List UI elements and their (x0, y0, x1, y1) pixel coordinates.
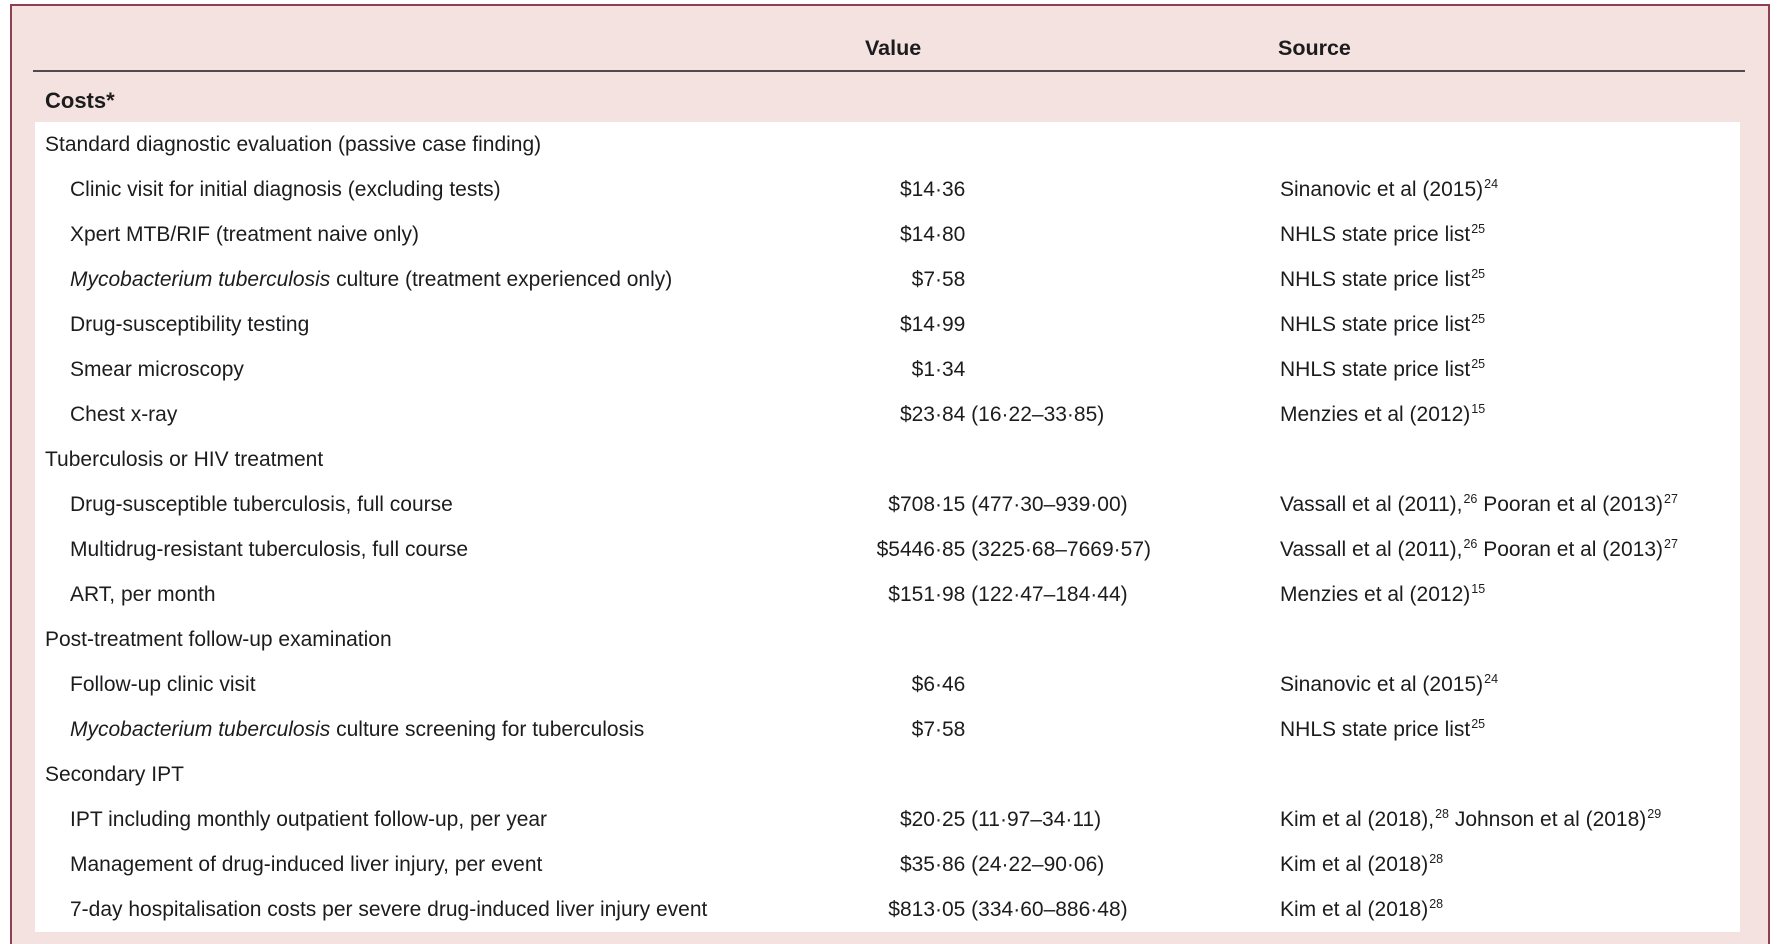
row-value: $14·99 (899, 313, 966, 336)
table-row: Mycobacterium tuberculosis culture scree… (35, 707, 1740, 752)
cost-parameters-table: Value Source Costs* Standard diagnostic … (10, 4, 1770, 944)
row-value: $14·36 (899, 178, 966, 201)
table-row: 7-day hospitalisation costs per severe d… (35, 887, 1740, 932)
row-value: $7·58 (911, 268, 966, 291)
row-value: $708·15 (477·30–939·00) (888, 493, 1128, 516)
source-column-header: Source (1278, 36, 1351, 60)
row-value: $6·46 (911, 673, 966, 696)
reference-superscript: 25 (1471, 222, 1486, 236)
row-value: $151·98 (122·47–184·44) (888, 583, 1128, 606)
table-row: Xpert MTB/RIF (treatment naive only) $14·… (35, 212, 1740, 257)
section-row: Secondary IPT (35, 752, 1740, 797)
row-source: NHLS state price list25 (1280, 312, 1486, 336)
row-label: Mycobacterium tuberculosis culture (trea… (70, 268, 673, 291)
table-row: Smear microscopy $1·34 NHLS state price li… (35, 347, 1740, 392)
reference-superscript: 28 (1435, 807, 1449, 821)
reference-superscript: 24 (1484, 672, 1499, 686)
table-row: IPT including monthly outpatient follow-… (35, 797, 1740, 842)
header-divider-rule (33, 70, 1745, 72)
row-label: Post-treatment follow-up examination (45, 628, 392, 651)
reference-superscript: 29 (1647, 807, 1662, 821)
section-row: Post-treatment follow-up examination (35, 617, 1740, 662)
row-value: $813·05 (334·60–886·48) (888, 898, 1128, 921)
italic-species-name: Mycobacterium tuberculosis (70, 718, 331, 741)
row-source: NHLS state price list25 (1280, 267, 1486, 291)
row-value: $5446·85 (3225·68–7669·57) (876, 538, 1151, 561)
table-row: Follow-up clinic visit $6·46 Sinanovic et … (35, 662, 1740, 707)
row-label: Secondary IPT (45, 763, 184, 786)
row-label: IPT including monthly outpatient follow-… (70, 808, 548, 831)
row-source: Sinanovic et al (2015)24 (1280, 177, 1499, 201)
row-source: Menzies et al (2012)15 (1280, 582, 1486, 606)
reference-superscript: 25 (1471, 312, 1486, 326)
table-row: Drug-susceptible tuberculosis, full cour… (35, 482, 1740, 527)
row-value: $20·25 (11·97–34·11) (899, 808, 1102, 831)
reference-superscript: 15 (1471, 402, 1486, 416)
reference-superscript: 27 (1664, 492, 1678, 506)
value-column-header: Value (865, 36, 922, 60)
reference-superscript: 25 (1471, 357, 1486, 371)
table-row: Multidrug-resistant tuberculosis, full c… (35, 527, 1740, 572)
table-body: Standard diagnostic evaluation (passive … (35, 122, 1740, 932)
table-row: Clinic visit for initial diagnosis (excl… (35, 167, 1740, 212)
reference-superscript: 26 (1463, 537, 1478, 551)
reference-superscript: 25 (1471, 717, 1486, 731)
table-row: ART, per month $151·98 (122·47–184·44) Men… (35, 572, 1740, 617)
row-label: Smear microscopy (70, 358, 244, 381)
row-source: Menzies et al (2012)15 (1280, 402, 1486, 426)
italic-species-name: Mycobacterium tuberculosis (70, 268, 331, 291)
row-source: NHLS state price list25 (1280, 222, 1486, 246)
row-label: Tuberculosis or HIV treatment (45, 448, 324, 471)
reference-superscript: 26 (1463, 492, 1478, 506)
row-label: Follow-up clinic visit (70, 673, 256, 696)
row-source: Kim et al (2018),28 Johnson et al (2018)… (1280, 807, 1662, 831)
table-row: Mycobacterium tuberculosis culture (trea… (35, 257, 1740, 302)
row-source: Kim et al (2018)28 (1280, 852, 1444, 876)
reference-superscript: 24 (1484, 177, 1499, 191)
row-value: $14·80 (899, 223, 966, 246)
row-value: $35·86 (24·22–90·06) (899, 853, 1105, 876)
row-source: NHLS state price list25 (1280, 357, 1486, 381)
row-label: 7-day hospitalisation costs per severe d… (70, 898, 708, 921)
row-source: Sinanovic et al (2015)24 (1280, 672, 1499, 696)
section-row: Tuberculosis or HIV treatment (35, 437, 1740, 482)
row-label: Drug-susceptibility testing (70, 313, 310, 336)
row-label: Clinic visit for initial diagnosis (excl… (70, 178, 501, 201)
row-label: Xpert MTB/RIF (treatment naive only) (70, 223, 419, 246)
row-source: Kim et al (2018)28 (1280, 897, 1444, 921)
row-source: NHLS state price list25 (1280, 717, 1486, 741)
section-row: Standard diagnostic evaluation (passive … (35, 122, 1740, 167)
row-label: Chest x-ray (70, 403, 178, 426)
table-row: Chest x-ray $23·84 (16·22–33·85) Menzies e… (35, 392, 1740, 437)
reference-superscript: 28 (1429, 852, 1444, 866)
row-label: ART, per month (70, 583, 216, 606)
row-value: $7·58 (911, 718, 966, 741)
reference-superscript: 27 (1664, 537, 1678, 551)
table-row: Drug-susceptibility testing $14·99 NHLS st… (35, 302, 1740, 347)
row-label: Mycobacterium tuberculosis culture scree… (70, 718, 645, 741)
table-row: Management of drug-induced liver injury,… (35, 842, 1740, 887)
row-source: Vassall et al (2011),26 Pooran et al (20… (1280, 537, 1678, 561)
row-value: $1·34 (911, 358, 966, 381)
row-label: Multidrug-resistant tuberculosis, full c… (70, 538, 468, 561)
row-label: Management of drug-induced liver injury,… (70, 853, 543, 876)
reference-superscript: 28 (1429, 897, 1444, 911)
reference-superscript: 15 (1471, 582, 1486, 596)
row-label: Standard diagnostic evaluation (passive … (45, 133, 542, 156)
row-source: Vassall et al (2011),26 Pooran et al (20… (1280, 492, 1678, 516)
reference-superscript: 25 (1471, 267, 1486, 281)
row-value: $23·84 (16·22–33·85) (899, 403, 1105, 426)
costs-section-header: Costs* (45, 88, 115, 113)
row-label: Drug-susceptible tuberculosis, full cour… (70, 493, 453, 516)
